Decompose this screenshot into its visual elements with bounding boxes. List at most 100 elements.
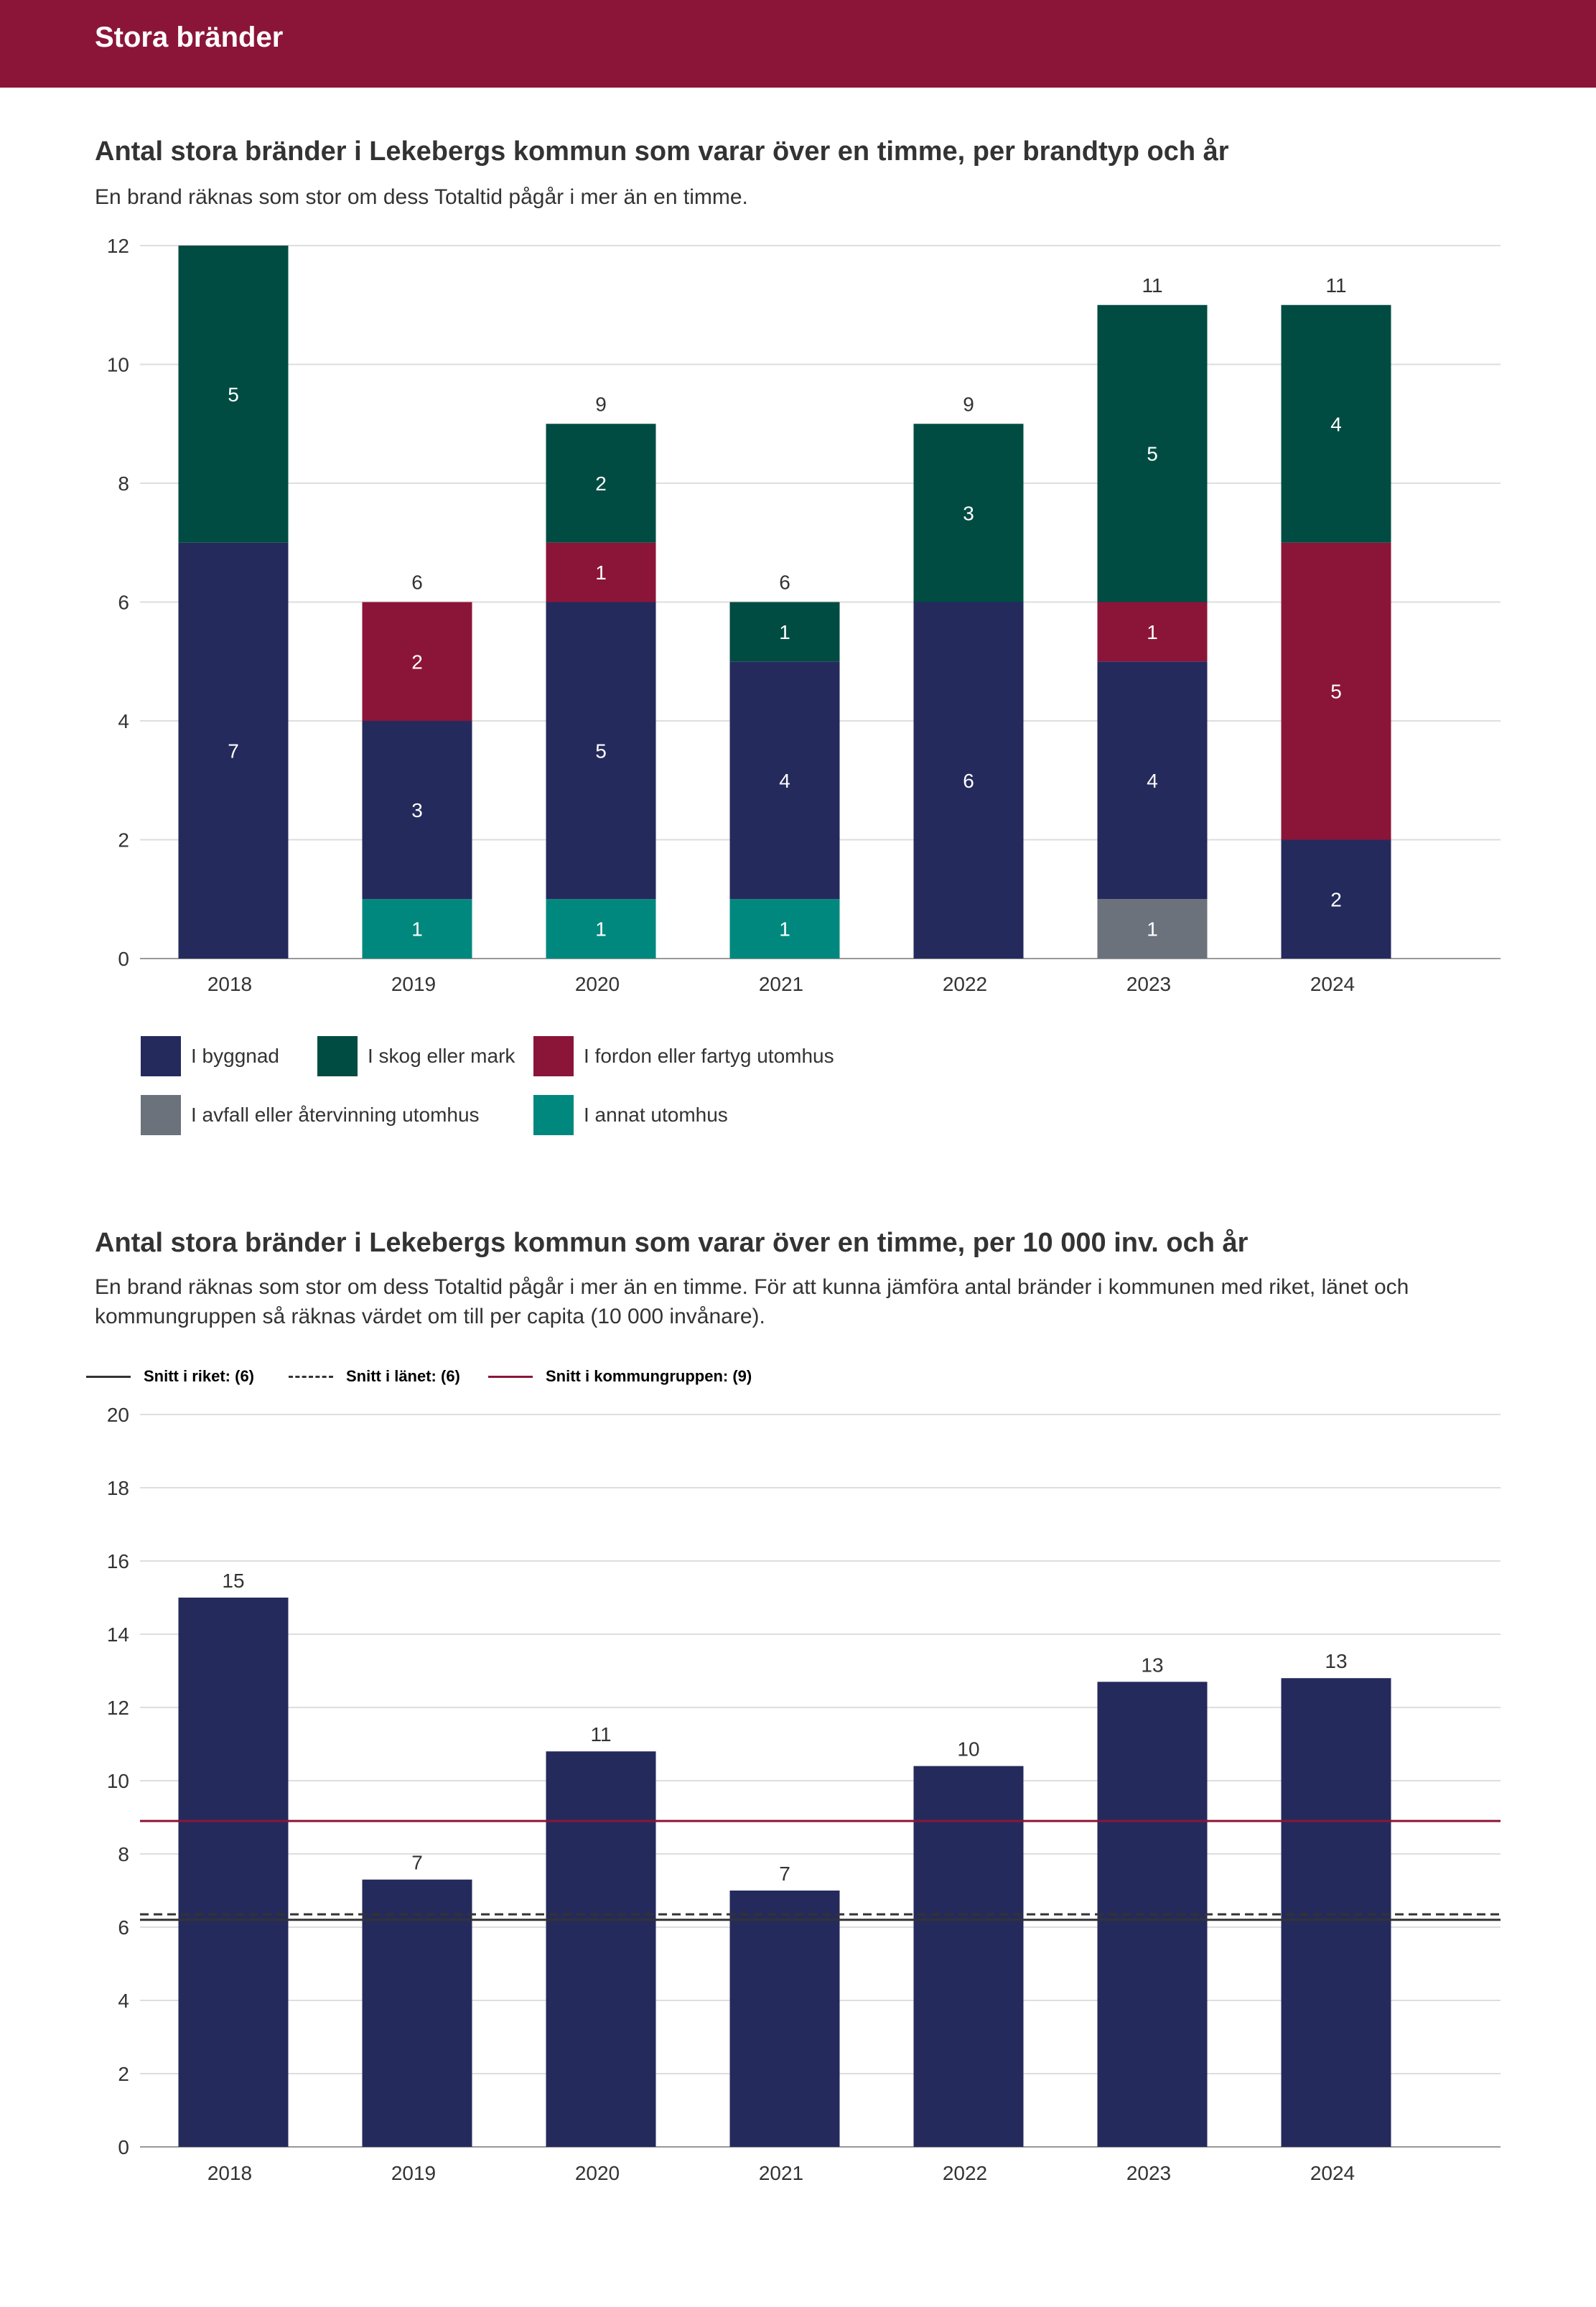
y-tick-label: 18 bbox=[107, 1477, 129, 1499]
chart2-subtitle: En brand räknas som stor om dess Totalti… bbox=[95, 1275, 1409, 1328]
reference-legend-item: Snitt i riket: (6) bbox=[86, 1367, 254, 1386]
segment-value-label: 1 bbox=[595, 918, 607, 941]
segment-value-label: 4 bbox=[779, 770, 790, 792]
y-tick-label: 12 bbox=[107, 235, 129, 257]
x-tick-label: 2022 bbox=[943, 2162, 987, 2184]
legend-item: I byggnad bbox=[141, 1036, 279, 1076]
y-tick-label: 10 bbox=[107, 1770, 129, 1792]
legend-swatch bbox=[141, 1095, 181, 1135]
reference-legend-item: Snitt i kommungruppen: (9) bbox=[488, 1367, 752, 1386]
segment-value-label: 1 bbox=[1147, 918, 1158, 941]
bar bbox=[913, 1766, 1024, 2147]
reference-legend-line bbox=[289, 1375, 333, 1378]
bar-segment bbox=[546, 899, 656, 959]
segment-value-label: 1 bbox=[595, 561, 607, 584]
segment-value-label: 5 bbox=[228, 383, 239, 406]
legend-swatch bbox=[141, 1036, 181, 1076]
y-tick-label: 6 bbox=[118, 592, 129, 614]
x-tick-label: 2018 bbox=[207, 2162, 252, 2184]
y-tick-label: 4 bbox=[118, 710, 129, 732]
bar-segment bbox=[1097, 661, 1208, 900]
segment-value-label: 7 bbox=[228, 740, 239, 762]
y-tick-label: 8 bbox=[118, 472, 129, 495]
legend-swatch bbox=[533, 1036, 574, 1076]
y-tick-label: 4 bbox=[118, 1990, 129, 2012]
legend-label: I fordon eller fartyg utomhus bbox=[584, 1045, 834, 1067]
legend-label: I byggnad bbox=[191, 1045, 279, 1067]
legend-label: I avfall eller återvinning utomhus bbox=[191, 1104, 480, 1126]
reference-legend-label: Snitt i riket: (6) bbox=[144, 1367, 255, 1385]
segment-value-label: 1 bbox=[779, 918, 790, 941]
legend-item: I avfall eller återvinning utomhus bbox=[141, 1095, 480, 1135]
chart1-title: Antal stora bränder i Lekebergs kommun s… bbox=[95, 136, 1229, 167]
segment-value-label: 4 bbox=[1330, 413, 1342, 435]
bar-value-label: 15 bbox=[222, 1570, 244, 1592]
y-tick-label: 2 bbox=[118, 829, 129, 852]
y-tick-label: 10 bbox=[107, 354, 129, 376]
legend-swatch bbox=[317, 1036, 358, 1076]
y-tick-label: 0 bbox=[118, 948, 129, 970]
bar-segment bbox=[546, 424, 656, 543]
bar-value-label: 11 bbox=[590, 1723, 611, 1746]
bar-value-label: 10 bbox=[957, 1738, 979, 1761]
y-tick-label: 20 bbox=[107, 1404, 129, 1426]
bar-segment bbox=[1281, 839, 1391, 959]
chart1-subtitle: En brand räknas som stor om dess Totalti… bbox=[95, 185, 748, 209]
y-tick-label: 6 bbox=[118, 1916, 129, 1939]
bar bbox=[178, 1598, 289, 2147]
bar-segment bbox=[1097, 602, 1208, 662]
chart2-svg: 0 2 4 6 8 10 12 14 16 18 20 15 2018 7 2019 11 2020 7 2021 1… bbox=[107, 1404, 1501, 2184]
chart2-title: Antal stora bränder i Lekebergs kommun s… bbox=[95, 1228, 1249, 1258]
x-tick-label: 2021 bbox=[759, 2162, 803, 2184]
bar-segment bbox=[546, 542, 656, 602]
y-tick-label: 16 bbox=[107, 1550, 129, 1572]
chart1-svg: 0246810127520181326201915129202014162021… bbox=[107, 235, 1501, 995]
bar bbox=[546, 1751, 656, 2147]
segment-value-label: 1 bbox=[411, 918, 423, 941]
segment-value-label: 1 bbox=[1147, 621, 1158, 643]
bar-value-label: 7 bbox=[779, 1863, 790, 1885]
x-tick-label: 2020 bbox=[575, 973, 620, 995]
bar-segment bbox=[362, 899, 472, 959]
y-tick-label: 12 bbox=[107, 1697, 129, 1719]
y-tick-label: 8 bbox=[118, 1843, 129, 1865]
bar-total-label: 9 bbox=[963, 393, 974, 415]
reference-legend-item: Snitt i länet: (6) bbox=[289, 1367, 460, 1386]
segment-value-label: 5 bbox=[1330, 681, 1342, 703]
x-tick-label: 2024 bbox=[1310, 2162, 1355, 2184]
bar-segment bbox=[178, 542, 289, 959]
legend-label: I annat utomhus bbox=[584, 1104, 728, 1126]
segment-value-label: 4 bbox=[1147, 770, 1158, 792]
bar-segment bbox=[546, 602, 656, 900]
segment-value-label: 2 bbox=[1330, 888, 1342, 910]
bar-segment bbox=[1281, 304, 1391, 543]
segment-value-label: 5 bbox=[1147, 443, 1158, 465]
bar-segment bbox=[729, 899, 840, 959]
legend-item: I annat utomhus bbox=[533, 1095, 728, 1135]
bar-segment bbox=[729, 661, 840, 900]
bar-segment bbox=[913, 424, 1024, 602]
bar-total-label: 6 bbox=[779, 572, 790, 594]
bar-total-label: 11 bbox=[1325, 274, 1346, 297]
bar-segment bbox=[1097, 899, 1208, 959]
segment-value-label: 3 bbox=[963, 502, 974, 524]
legend-label: I skog eller mark bbox=[368, 1045, 515, 1067]
bar bbox=[729, 1891, 840, 2147]
bar-total-label: 9 bbox=[595, 393, 607, 415]
reference-legend-label: Snitt i kommungruppen: (9) bbox=[546, 1367, 752, 1385]
bar-value-label: 13 bbox=[1141, 1654, 1163, 1676]
x-tick-label: 2024 bbox=[1310, 973, 1355, 995]
x-tick-label: 2019 bbox=[391, 973, 436, 995]
y-tick-label: 0 bbox=[118, 2136, 129, 2158]
bar-segment bbox=[362, 602, 472, 721]
x-tick-label: 2020 bbox=[575, 2162, 620, 2184]
bar-segment bbox=[1097, 304, 1208, 602]
reference-legend-line bbox=[86, 1375, 131, 1378]
bar bbox=[1281, 1678, 1391, 2147]
y-tick-label: 2 bbox=[118, 2063, 129, 2085]
legend-item: I fordon eller fartyg utomhus bbox=[533, 1036, 834, 1076]
bar-value-label: 7 bbox=[411, 1852, 423, 1874]
bar-segment bbox=[729, 602, 840, 662]
y-tick-label: 14 bbox=[107, 1623, 129, 1646]
bar-segment bbox=[178, 246, 289, 543]
